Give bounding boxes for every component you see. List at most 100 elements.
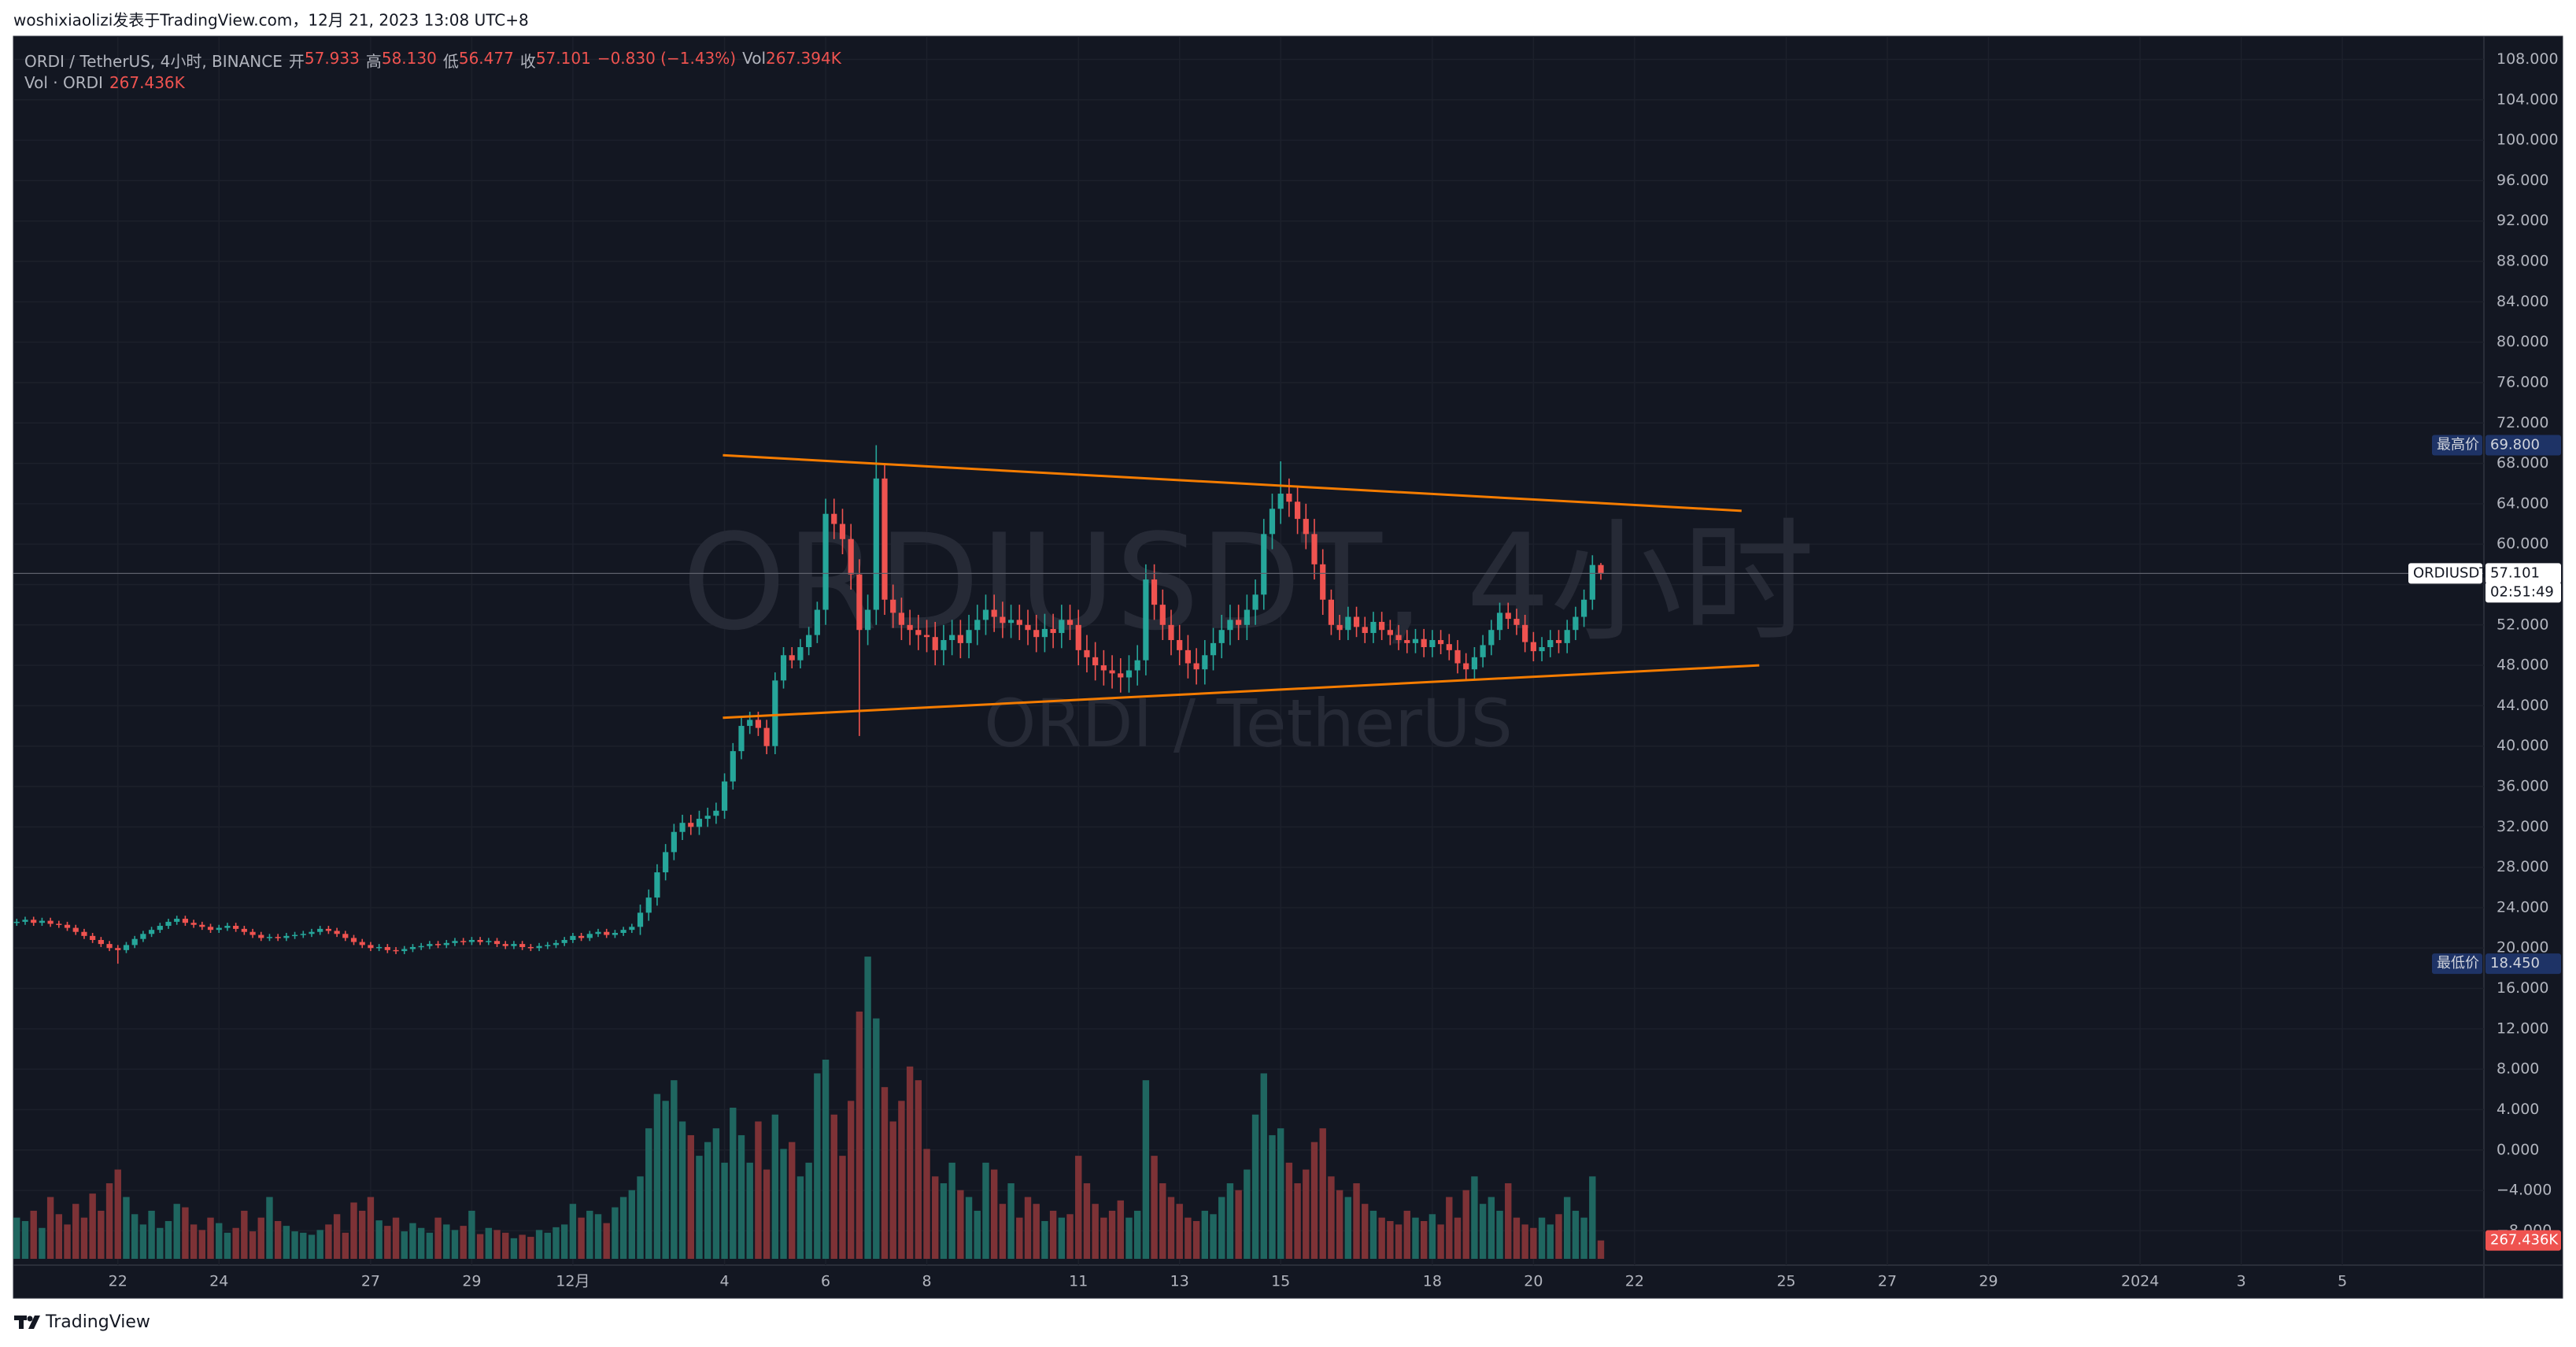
- volume-bar: [1446, 1197, 1453, 1259]
- volume-bar: [21, 1221, 29, 1259]
- volume-tag: 267.436K: [2490, 1232, 2559, 1249]
- volume-bar: [232, 1227, 239, 1259]
- volume-bar: [730, 1108, 737, 1259]
- legend-symbol: ORDI / TetherUS, 4小时, BINANCE: [24, 52, 283, 71]
- candle-body: [1016, 620, 1022, 625]
- candle-body: [932, 637, 938, 650]
- volume-bar: [291, 1231, 298, 1259]
- candle-body: [586, 934, 593, 938]
- volume-bar: [283, 1226, 290, 1259]
- volume-bar: [1294, 1183, 1301, 1259]
- candle-body: [468, 939, 475, 942]
- candle-body: [966, 630, 972, 643]
- candle-body: [493, 941, 501, 945]
- volume-bar: [30, 1210, 37, 1259]
- candle-body: [1589, 564, 1595, 600]
- candle-body: [434, 944, 442, 945]
- candle-body: [578, 935, 585, 938]
- volume-bar: [451, 1230, 459, 1259]
- candle-body: [1277, 494, 1284, 509]
- y-tick-label: 72.000: [2497, 414, 2548, 431]
- candle-body: [131, 938, 138, 945]
- x-tick-label: 20: [1524, 1273, 1543, 1290]
- candle-body: [1421, 638, 1427, 648]
- candle-body: [1471, 657, 1478, 670]
- volume-bar: [266, 1197, 273, 1259]
- y-tick-label: 28.000: [2497, 858, 2548, 875]
- candle-body: [1353, 616, 1360, 627]
- legend-label: Vol: [742, 49, 767, 68]
- y-tick-label: 20.000: [2497, 939, 2548, 957]
- volume-bar: [915, 1080, 922, 1259]
- candle-body: [1092, 657, 1099, 666]
- legend-value: 57.933: [304, 49, 360, 68]
- volume-bar: [1226, 1183, 1234, 1259]
- candle-body: [368, 945, 374, 949]
- volume-bar: [308, 1234, 316, 1259]
- volume-bar: [637, 1176, 644, 1259]
- x-tick-label: 25: [1776, 1273, 1795, 1290]
- candle-body: [376, 946, 383, 949]
- candle-body: [106, 944, 113, 949]
- x-tick-label: 8: [922, 1273, 931, 1290]
- y-tick-label: 76.000: [2497, 373, 2548, 390]
- candle-body: [864, 609, 871, 631]
- volume-bar: [1108, 1210, 1116, 1259]
- volume-bar: [1420, 1221, 1428, 1259]
- volume-bar: [569, 1204, 577, 1259]
- volume-bar: [1285, 1162, 1293, 1259]
- volume-bar: [502, 1232, 509, 1259]
- candle-body: [1286, 494, 1292, 502]
- candle-body: [207, 927, 214, 931]
- legend-value: 267.436K: [109, 73, 185, 92]
- volume-bar: [1176, 1204, 1183, 1259]
- candle-body: [190, 923, 197, 925]
- candle-body: [881, 478, 888, 600]
- candle-body: [1084, 649, 1090, 657]
- candle-body: [1505, 612, 1511, 620]
- y-tick-label: 64.000: [2497, 494, 2548, 512]
- candle-body: [755, 720, 762, 728]
- volume-bar: [594, 1214, 602, 1259]
- candle-body: [730, 751, 736, 782]
- volume-bar: [1437, 1224, 1444, 1259]
- candle-body: [427, 944, 433, 946]
- volume-bar: [1310, 1142, 1318, 1259]
- candle-body: [64, 924, 71, 928]
- legend: ORDI / TetherUS, 4小时, BINANCE 开 57.933 高…: [24, 49, 841, 72]
- candle-body: [148, 930, 155, 934]
- last-tag-price: 57.101: [2490, 564, 2540, 581]
- candle-body: [1539, 647, 1545, 652]
- volume-bar: [645, 1128, 652, 1259]
- candle-body: [1185, 649, 1192, 664]
- candle-body: [31, 920, 37, 923]
- candle-body: [1193, 663, 1199, 670]
- candle-body: [1050, 628, 1056, 634]
- volume-bar: [1185, 1217, 1192, 1259]
- y-tick-label: 104.000: [2497, 91, 2559, 108]
- y-tick-label: 32.000: [2497, 818, 2548, 835]
- candle-body: [233, 926, 239, 929]
- x-tick-label: 29: [462, 1273, 481, 1290]
- volume-bar: [224, 1232, 231, 1259]
- candle-body: [1118, 673, 1124, 678]
- candle-body: [1513, 619, 1520, 625]
- volume-bar: [409, 1223, 416, 1259]
- candle-body: [671, 831, 677, 853]
- volume-bar: [796, 1176, 804, 1259]
- volume-bar: [55, 1214, 63, 1259]
- candle-body: [157, 926, 163, 931]
- candle-body: [545, 945, 551, 946]
- volume-bar: [1016, 1217, 1023, 1259]
- candle-body: [511, 944, 517, 946]
- volume-bar: [1244, 1169, 1251, 1259]
- volume-bar: [1260, 1073, 1267, 1259]
- x-tick-label: 22: [109, 1273, 128, 1290]
- watermark: ORDI / TetherUS: [984, 685, 1513, 762]
- candle-body: [1159, 605, 1166, 625]
- candle-body: [1488, 630, 1495, 646]
- x-tick-label: 18: [1423, 1273, 1442, 1290]
- volume-bar: [1538, 1217, 1546, 1259]
- candle-body: [1311, 534, 1318, 564]
- candle-body: [300, 934, 306, 935]
